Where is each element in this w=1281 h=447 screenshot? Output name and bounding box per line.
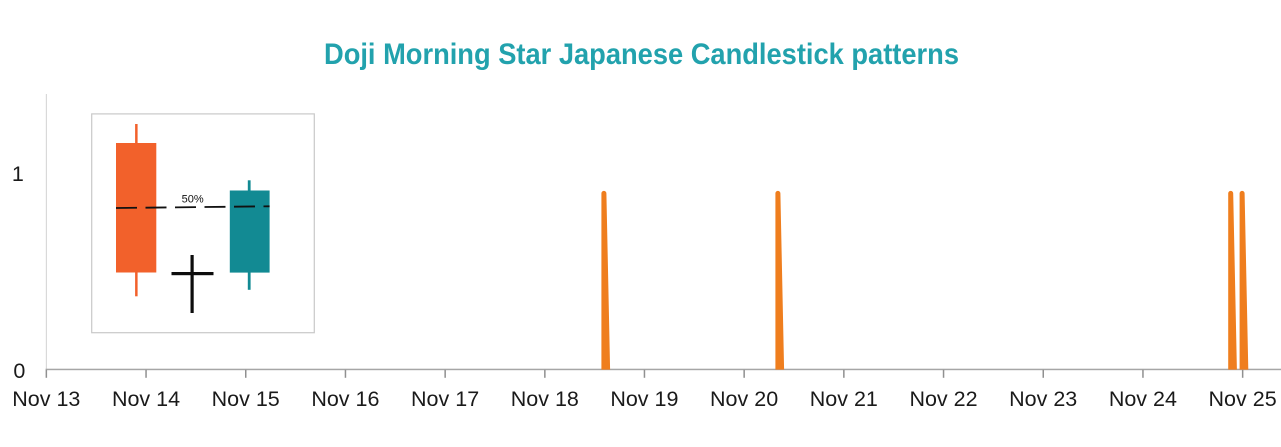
svg-text:Doji Morning Star Japanese Can: Doji Morning Star Japanese Candlestick p… bbox=[324, 38, 959, 71]
svg-text:Nov 14: Nov 14 bbox=[112, 387, 180, 411]
svg-text:1: 1 bbox=[12, 162, 24, 186]
svg-text:Nov 19: Nov 19 bbox=[610, 387, 678, 411]
svg-text:0: 0 bbox=[13, 359, 25, 383]
svg-text:Nov 20: Nov 20 bbox=[710, 387, 778, 411]
svg-text:Nov 15: Nov 15 bbox=[212, 387, 280, 411]
svg-text:Nov 23: Nov 23 bbox=[1009, 387, 1077, 411]
svg-text:Nov 24: Nov 24 bbox=[1109, 387, 1177, 411]
svg-text:Nov 16: Nov 16 bbox=[311, 387, 379, 411]
svg-text:Nov 25: Nov 25 bbox=[1209, 387, 1277, 411]
svg-text:50%: 50% bbox=[182, 194, 204, 206]
svg-text:Nov 21: Nov 21 bbox=[810, 387, 878, 411]
svg-text:Nov 18: Nov 18 bbox=[511, 387, 579, 411]
svg-text:Nov 13: Nov 13 bbox=[12, 387, 80, 411]
svg-text:Nov 22: Nov 22 bbox=[909, 387, 977, 411]
svg-text:Nov 17: Nov 17 bbox=[411, 387, 479, 411]
